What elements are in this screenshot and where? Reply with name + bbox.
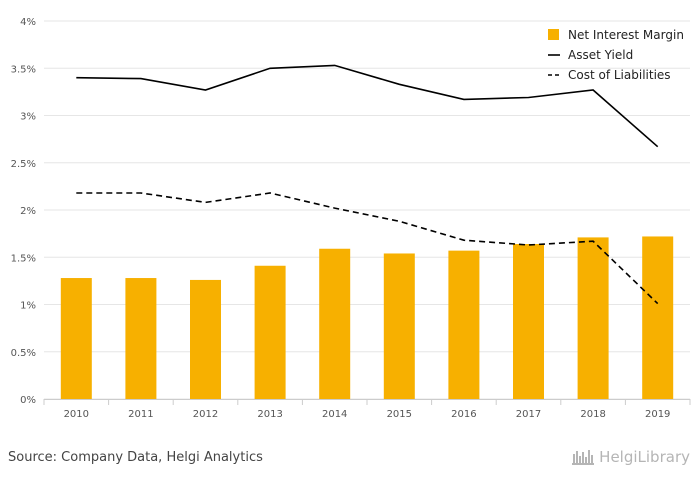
bar-net-interest-margin bbox=[60, 278, 92, 399]
bar-net-interest-margin bbox=[577, 237, 609, 399]
bar-net-interest-margin bbox=[642, 236, 674, 399]
bar-net-interest-margin bbox=[319, 248, 351, 399]
y-tick-label: 2.5% bbox=[11, 159, 36, 170]
y-tick-label: 4% bbox=[20, 17, 36, 28]
legend-label-asset-yield: Asset Yield bbox=[568, 48, 633, 62]
legend-swatch-net-interest-margin bbox=[548, 29, 559, 40]
x-tick-label: 2018 bbox=[580, 409, 605, 420]
source-note: Source: Company Data, Helgi Analytics bbox=[8, 450, 263, 465]
x-axis: 2010 2011 2012 2013 2014 2015 2016 2017 2018 2019 bbox=[43, 399, 691, 420]
legend-label-net-interest-margin: Net Interest Margin bbox=[568, 28, 684, 42]
y-tick-label: 2% bbox=[20, 206, 36, 217]
y-tick-label: 0% bbox=[20, 395, 36, 406]
line-asset-yield bbox=[76, 64, 659, 148]
x-tick-label: 2019 bbox=[645, 409, 670, 420]
x-tick-label: 2015 bbox=[387, 409, 412, 420]
line-cost-of-liabilities bbox=[76, 192, 659, 305]
x-tick-label: 2016 bbox=[451, 409, 476, 420]
bar-net-interest-margin bbox=[125, 278, 157, 399]
bar-net-interest-margin bbox=[190, 279, 221, 399]
y-tick-label: 1% bbox=[20, 301, 36, 312]
x-tick-label: 2014 bbox=[322, 409, 347, 420]
line-series bbox=[76, 64, 659, 305]
bar-net-interest-margin bbox=[383, 253, 415, 399]
legend-label-cost-of-liabilities: Cost of Liabilities bbox=[568, 68, 671, 82]
bar-series bbox=[60, 236, 674, 399]
library-icon bbox=[572, 450, 595, 465]
bar-net-interest-margin bbox=[513, 244, 544, 399]
y-axis-tick-labels: 0% 0.5% 1% 1.5% 2% 2.5% 3% 3.5% 4% bbox=[11, 17, 36, 406]
y-tick-label: 1.5% bbox=[11, 253, 36, 264]
legend: Net Interest Margin Asset Yield Cost of Li… bbox=[548, 28, 684, 82]
y-tick-label: 3.5% bbox=[11, 64, 36, 75]
brand-logo[interactable]: HelgiLibrary bbox=[571, 448, 690, 466]
bar-net-interest-margin bbox=[448, 250, 480, 399]
combo-chart: 0%0.5%1%1.5%2%2.5%3%3.5%4% 2010 2011 2012 2… bbox=[11, 17, 691, 420]
brand-name: HelgiLibrary bbox=[599, 448, 690, 466]
x-tick-label: 2012 bbox=[193, 409, 218, 420]
y-tick-label: 3% bbox=[20, 112, 36, 123]
bar-net-interest-margin bbox=[254, 265, 286, 399]
x-tick-label: 2011 bbox=[128, 409, 153, 420]
y-tick-label: 0.5% bbox=[11, 348, 36, 359]
x-tick-label: 2017 bbox=[516, 409, 541, 420]
x-tick-label: 2013 bbox=[257, 409, 282, 420]
x-tick-label: 2010 bbox=[64, 409, 89, 420]
